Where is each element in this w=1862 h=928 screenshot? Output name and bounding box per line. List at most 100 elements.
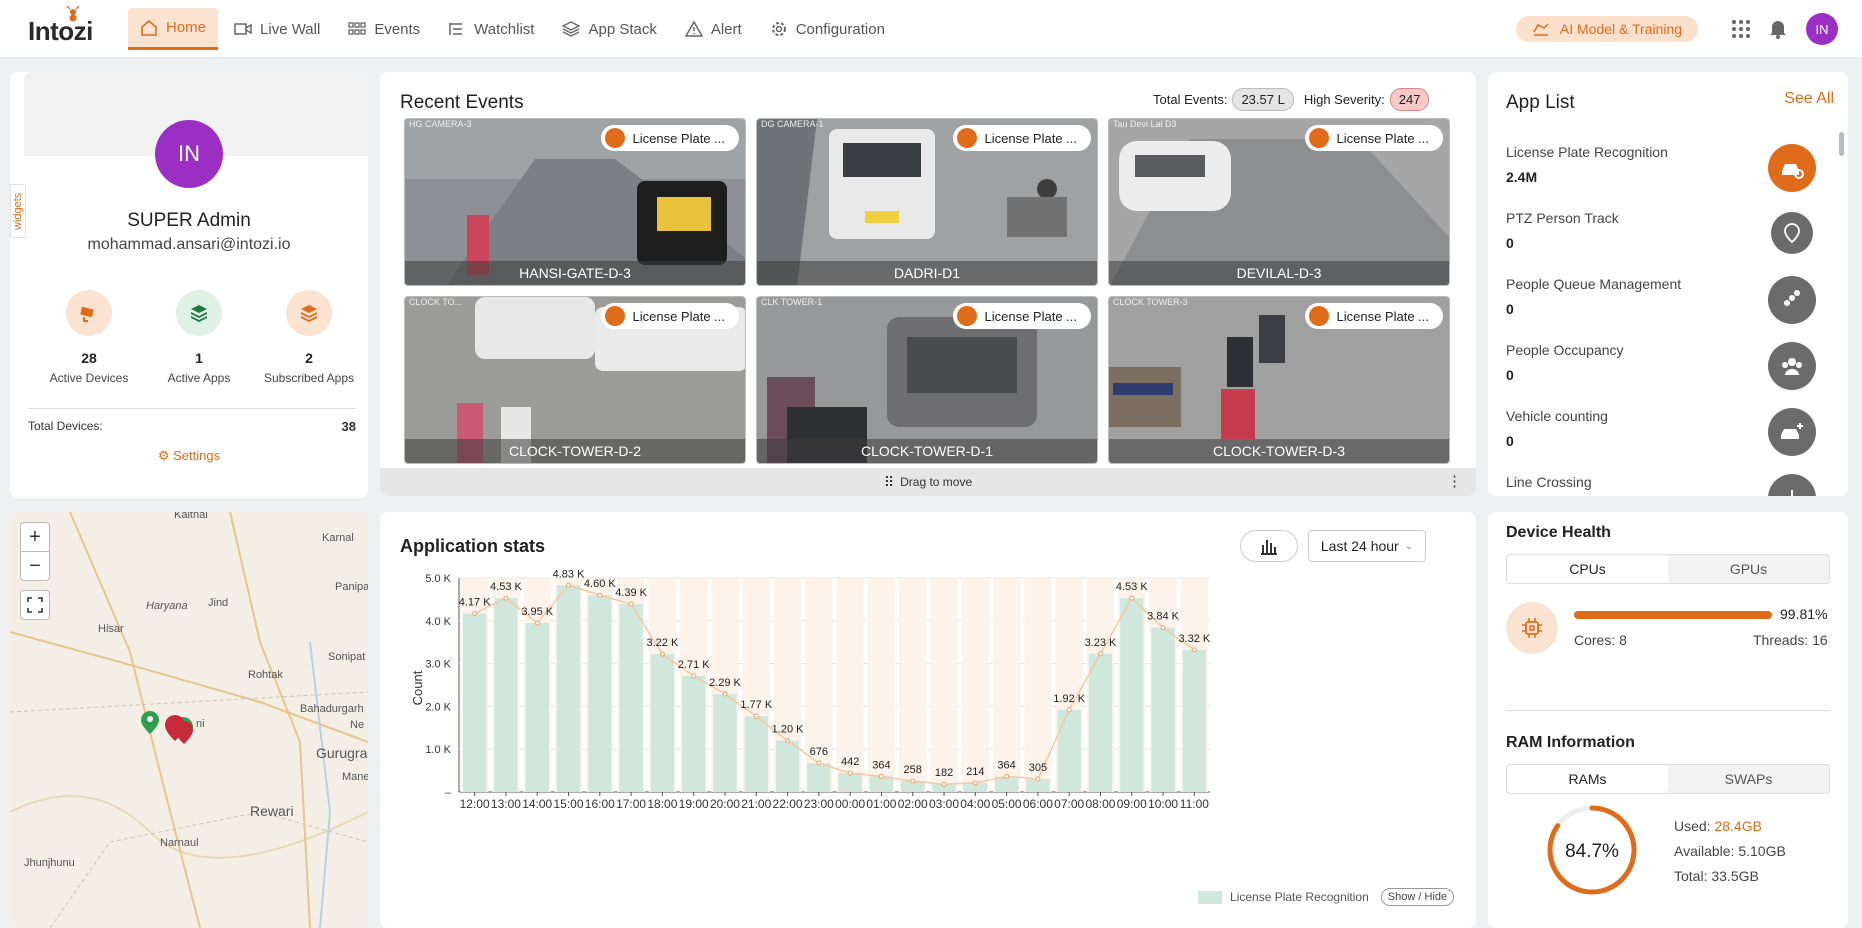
chart-type-button[interactable]: [1240, 530, 1298, 562]
cpu-gpu-tabs: CPUs GPUs: [1506, 554, 1830, 584]
see-all-link[interactable]: See All: [1784, 90, 1834, 107]
tab-gpus[interactable]: GPUs: [1729, 561, 1768, 577]
map-label: Ne: [350, 719, 364, 731]
event-badge-label: License Plate ...: [984, 308, 1078, 324]
ai-model-training-button[interactable]: AI Model & Training: [1516, 16, 1698, 42]
more-options-icon[interactable]: ⋮: [1447, 473, 1462, 490]
gear-icon: ⚙: [157, 448, 170, 463]
x-tick-label: 13:00: [491, 797, 521, 811]
fullscreen-icon: [27, 597, 43, 613]
nav-label: Watchlist: [474, 20, 535, 38]
chevron-down-icon: ⌄: [1404, 540, 1414, 552]
app-list-item[interactable]: License Plate Recognition 2.4M: [1506, 144, 1816, 204]
event-thumbnail[interactable]: Tau Devi Lal D3 License Plate ... DEVILA…: [1108, 118, 1450, 286]
app-count: 0: [1506, 433, 1514, 449]
settings-link[interactable]: ⚙ Settings: [10, 448, 368, 464]
x-tick-label: 03:00: [929, 797, 959, 811]
data-point: [722, 691, 728, 697]
x-tick-label: 00:00: [835, 797, 865, 811]
series-line: [474, 584, 1195, 785]
bar: [713, 693, 737, 792]
recent-events-card: Recent Events Total Events: 23.57 L High…: [380, 72, 1476, 496]
x-tick-label: 05:00: [992, 797, 1022, 811]
robot-icon: [1533, 23, 1549, 36]
ram-used-label: Used:: [1674, 818, 1711, 834]
map-label: Hisar: [98, 623, 124, 635]
bar: [869, 776, 894, 792]
y-axis-title: Count: [410, 670, 425, 705]
warning-icon: [684, 20, 703, 37]
y-tick-label: 1.0 K: [425, 744, 451, 756]
nav-events[interactable]: Events: [336, 8, 432, 50]
nav-configuration[interactable]: Configuration: [758, 8, 897, 50]
show-hide-button[interactable]: Show / Hide: [1380, 888, 1455, 906]
line-cross-icon: [1768, 474, 1816, 496]
x-tick-label: 01:00: [866, 797, 896, 811]
device-map[interactable]: Kaithal Karnal Haryana Jind Panipat Hisa…: [10, 512, 368, 928]
drag-handle[interactable]: ⠿ Drag to move ⋮: [380, 468, 1476, 496]
y-tick-label: 2.0 K: [425, 701, 451, 713]
list-icon: [449, 23, 463, 35]
nav-label: Live Wall: [260, 20, 321, 38]
bar: [1057, 709, 1081, 792]
bar: [807, 763, 831, 792]
bar: [1182, 649, 1206, 792]
bar-band: [867, 578, 896, 792]
tab-swaps[interactable]: SWAPs: [1724, 771, 1773, 787]
map-canvas[interactable]: Kaithal Karnal Haryana Jind Panipat Hisa…: [10, 512, 368, 928]
data-label: 214: [966, 766, 984, 778]
app-list-item[interactable]: People Queue Management 0: [1506, 276, 1816, 336]
bar: [1026, 778, 1050, 792]
nav-watchlist[interactable]: Watchlist: [436, 8, 546, 50]
bell-icon[interactable]: [1767, 17, 1789, 39]
app-name: People Queue Management: [1506, 276, 1682, 292]
event-image: Tau Devi Lal D3: [1109, 119, 1449, 285]
data-label: 4.60 K: [584, 578, 616, 590]
app-list-item[interactable]: Vehicle counting 0: [1506, 408, 1816, 468]
nav-alert[interactable]: Alert: [673, 8, 754, 50]
data-point: [597, 592, 603, 598]
app-list-scrollbar[interactable]: [1839, 132, 1844, 156]
tab-cpus[interactable]: CPUs: [1507, 555, 1668, 583]
zoom-out-button[interactable]: −: [20, 551, 50, 581]
fullscreen-button[interactable]: [20, 590, 50, 620]
user-avatar[interactable]: IN: [1806, 13, 1838, 45]
map-label: Haryana: [146, 600, 188, 612]
bar: [463, 613, 487, 792]
event-thumbnail[interactable]: HG CAMERA-3 License Plate ... HANSI-GATE…: [404, 118, 746, 286]
map-pin-icon: [175, 721, 193, 744]
data-point: [628, 601, 634, 607]
tab-rams[interactable]: RAMs: [1507, 765, 1668, 793]
nav-home[interactable]: Home: [128, 8, 219, 50]
apps-grid-icon[interactable]: [1730, 18, 1752, 40]
x-tick-label: 18:00: [647, 797, 677, 811]
total-devices-row: Total Devices: 38: [28, 408, 356, 434]
event-thumbnail[interactable]: CLK TOWER-1 License Plate ... CLOCK-TOWE…: [756, 296, 1098, 464]
map-label: Manesar: [342, 771, 368, 783]
map-label: ni: [196, 718, 205, 730]
intozi-logo[interactable]: Intozi: [28, 6, 106, 46]
bar-band: [836, 578, 864, 792]
data-label: 3.84 K: [1147, 611, 1179, 623]
application-stats-title: Application stats: [400, 536, 546, 556]
nav-live-wall[interactable]: Live Wall: [222, 8, 332, 50]
map-label: Karnal: [322, 532, 354, 544]
app-list-item[interactable]: People Occupancy 0: [1506, 342, 1816, 402]
x-tick-label: 14:00: [522, 797, 552, 811]
car-search-icon: [1768, 144, 1816, 192]
data-label: 364: [872, 759, 890, 771]
zoom-in-button[interactable]: +: [20, 522, 50, 552]
cpu-chip-icon: [1506, 602, 1558, 654]
app-list-item[interactable]: Line Crossing: [1506, 474, 1816, 496]
event-thumbnail[interactable]: CLOCK TO... License Plate ... CLOCK-TOWE…: [404, 296, 746, 464]
map-pins[interactable]: [141, 711, 193, 744]
profile-avatar: IN: [155, 120, 223, 188]
event-thumbnail[interactable]: DG CAMERA-1 License Plate ... DADRI-D1: [756, 118, 1098, 286]
data-point: [1129, 595, 1135, 601]
nav-app-stack[interactable]: App Stack: [550, 8, 668, 50]
event-thumbnail[interactable]: CLOCK TOWER-3 License Plate ... CLOCK-TO…: [1108, 296, 1450, 464]
stat-value: 28: [81, 350, 97, 366]
time-range-select[interactable]: Last 24 hour ⌄: [1308, 530, 1426, 562]
event-type-badge: License Plate ...: [600, 125, 739, 151]
app-list-item[interactable]: PTZ Person Track 0: [1506, 210, 1816, 270]
